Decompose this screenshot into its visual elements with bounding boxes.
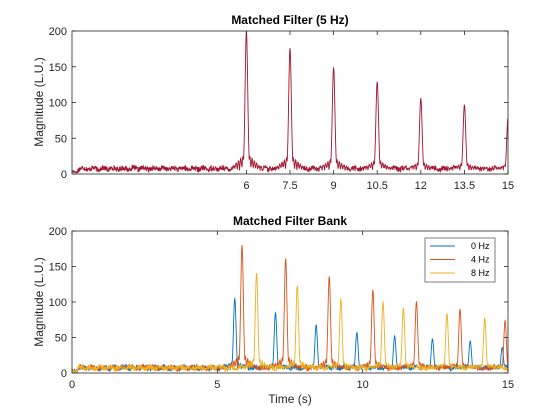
legend-label: 4 Hz <box>471 255 490 265</box>
legend: 0 Hz 4 Hz 8 Hz <box>424 237 496 283</box>
y-tick-label: 100 <box>49 98 67 110</box>
x-tick-label: 15 <box>502 180 514 192</box>
series-line <box>71 30 509 174</box>
y-tick-label: 0 <box>61 169 67 181</box>
series-line-0-hz <box>71 296 509 374</box>
legend-label: 0 Hz <box>471 241 490 251</box>
chart-title: Matched Filter (5 Hz) <box>231 13 348 27</box>
x-tick-label: 10 <box>357 379 369 391</box>
y-tick-label: 200 <box>49 26 67 38</box>
x-axis-label: Time (s) <box>268 392 312 406</box>
y-axis-label: Magnitude (L.U.) <box>32 257 46 346</box>
x-tick-label: 15 <box>502 379 514 391</box>
matched-filter-5hz-panel: Matched Filter (5 Hz) Magnitude (L.U.) 6… <box>32 13 514 192</box>
x-tick-label: 9 <box>331 180 337 192</box>
x-tick-label: 6 <box>243 180 249 192</box>
y-tick-label: 50 <box>55 333 67 345</box>
x-tick-label: 10.5 <box>366 180 387 192</box>
chart-title: Matched Filter Bank <box>233 214 347 228</box>
matched-filter-bank-panel: Matched Filter Bank Magnitude (L.U.) Tim… <box>32 214 514 406</box>
y-tick-label: 200 <box>49 226 67 238</box>
x-tick-label: 0 <box>69 379 75 391</box>
series-line-8-hz <box>71 273 509 374</box>
x-tick-label: 13.5 <box>454 180 475 192</box>
y-axis-label: Magnitude (L.U.) <box>32 57 46 146</box>
x-tick-label: 7.5 <box>282 180 297 192</box>
y-tick-label: 0 <box>61 368 67 380</box>
y-tick-label: 100 <box>49 297 67 309</box>
y-tick-label: 50 <box>55 133 67 145</box>
x-tick-label: 12 <box>415 180 427 192</box>
y-tick-label: 150 <box>49 262 67 274</box>
x-tick-label: 5 <box>214 379 220 391</box>
legend-label: 8 Hz <box>471 268 490 278</box>
y-tick-label: 150 <box>49 62 67 74</box>
